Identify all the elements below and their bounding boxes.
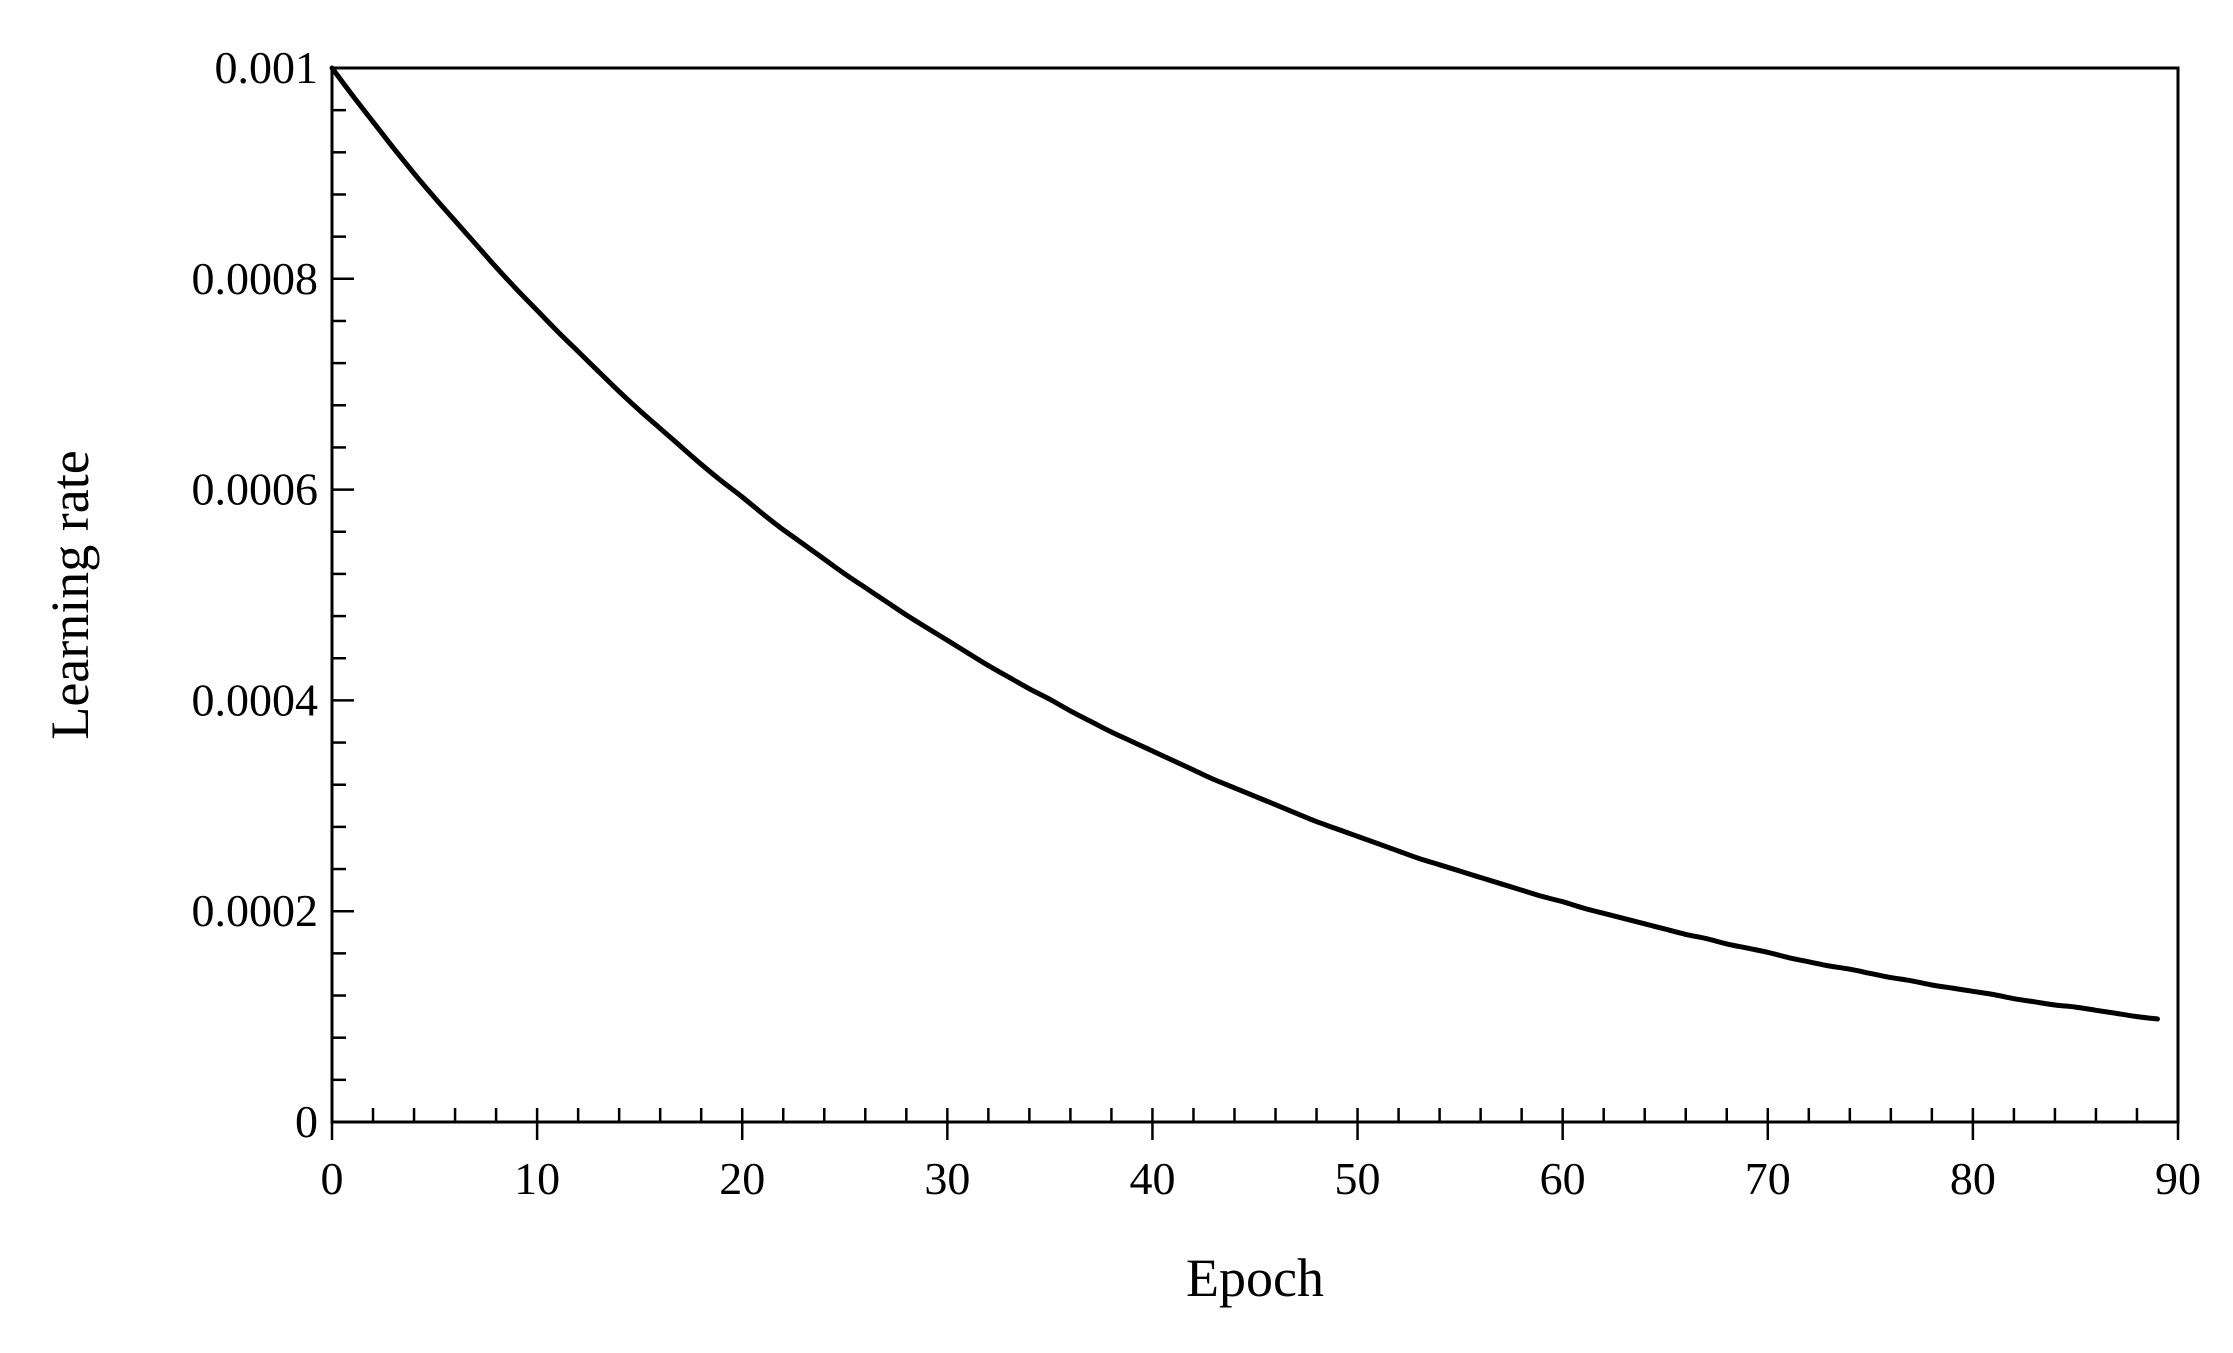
- x-tick-label: 80: [1950, 1153, 1996, 1204]
- plot-frame: [330, 66, 2180, 1124]
- x-tick-label: 40: [1129, 1153, 1175, 1204]
- x-tick-label: 10: [514, 1153, 560, 1204]
- y-axis-ticks: 0 0.0002 0.0004 0.0006 0.0008 0.001: [192, 42, 354, 1147]
- x-tick-label: 90: [2155, 1153, 2201, 1204]
- y-tick-label: 0.001: [215, 42, 319, 93]
- y-tick-label: 0.0006: [192, 464, 319, 515]
- x-axis-ticks: 0 10 20 30 40 50 60 70 80 90: [321, 1108, 2201, 1204]
- x-tick-label: 0: [321, 1153, 344, 1204]
- y-tick-label: 0.0008: [192, 253, 319, 304]
- x-tick-label: 30: [924, 1153, 970, 1204]
- y-axis-title: Learning rate: [40, 450, 100, 739]
- y-tick-label: 0: [295, 1096, 318, 1147]
- x-tick-label: 60: [1540, 1153, 1586, 1204]
- x-tick-label: 70: [1745, 1153, 1791, 1204]
- y-tick-label: 0.0004: [192, 674, 319, 725]
- x-axis-title: Epoch: [1186, 1248, 1324, 1308]
- y-tick-label: 0.0002: [192, 885, 319, 936]
- x-tick-label: 50: [1335, 1153, 1381, 1204]
- learning-rate-line: [329, 65, 2160, 1022]
- x-tick-label: 20: [719, 1153, 765, 1204]
